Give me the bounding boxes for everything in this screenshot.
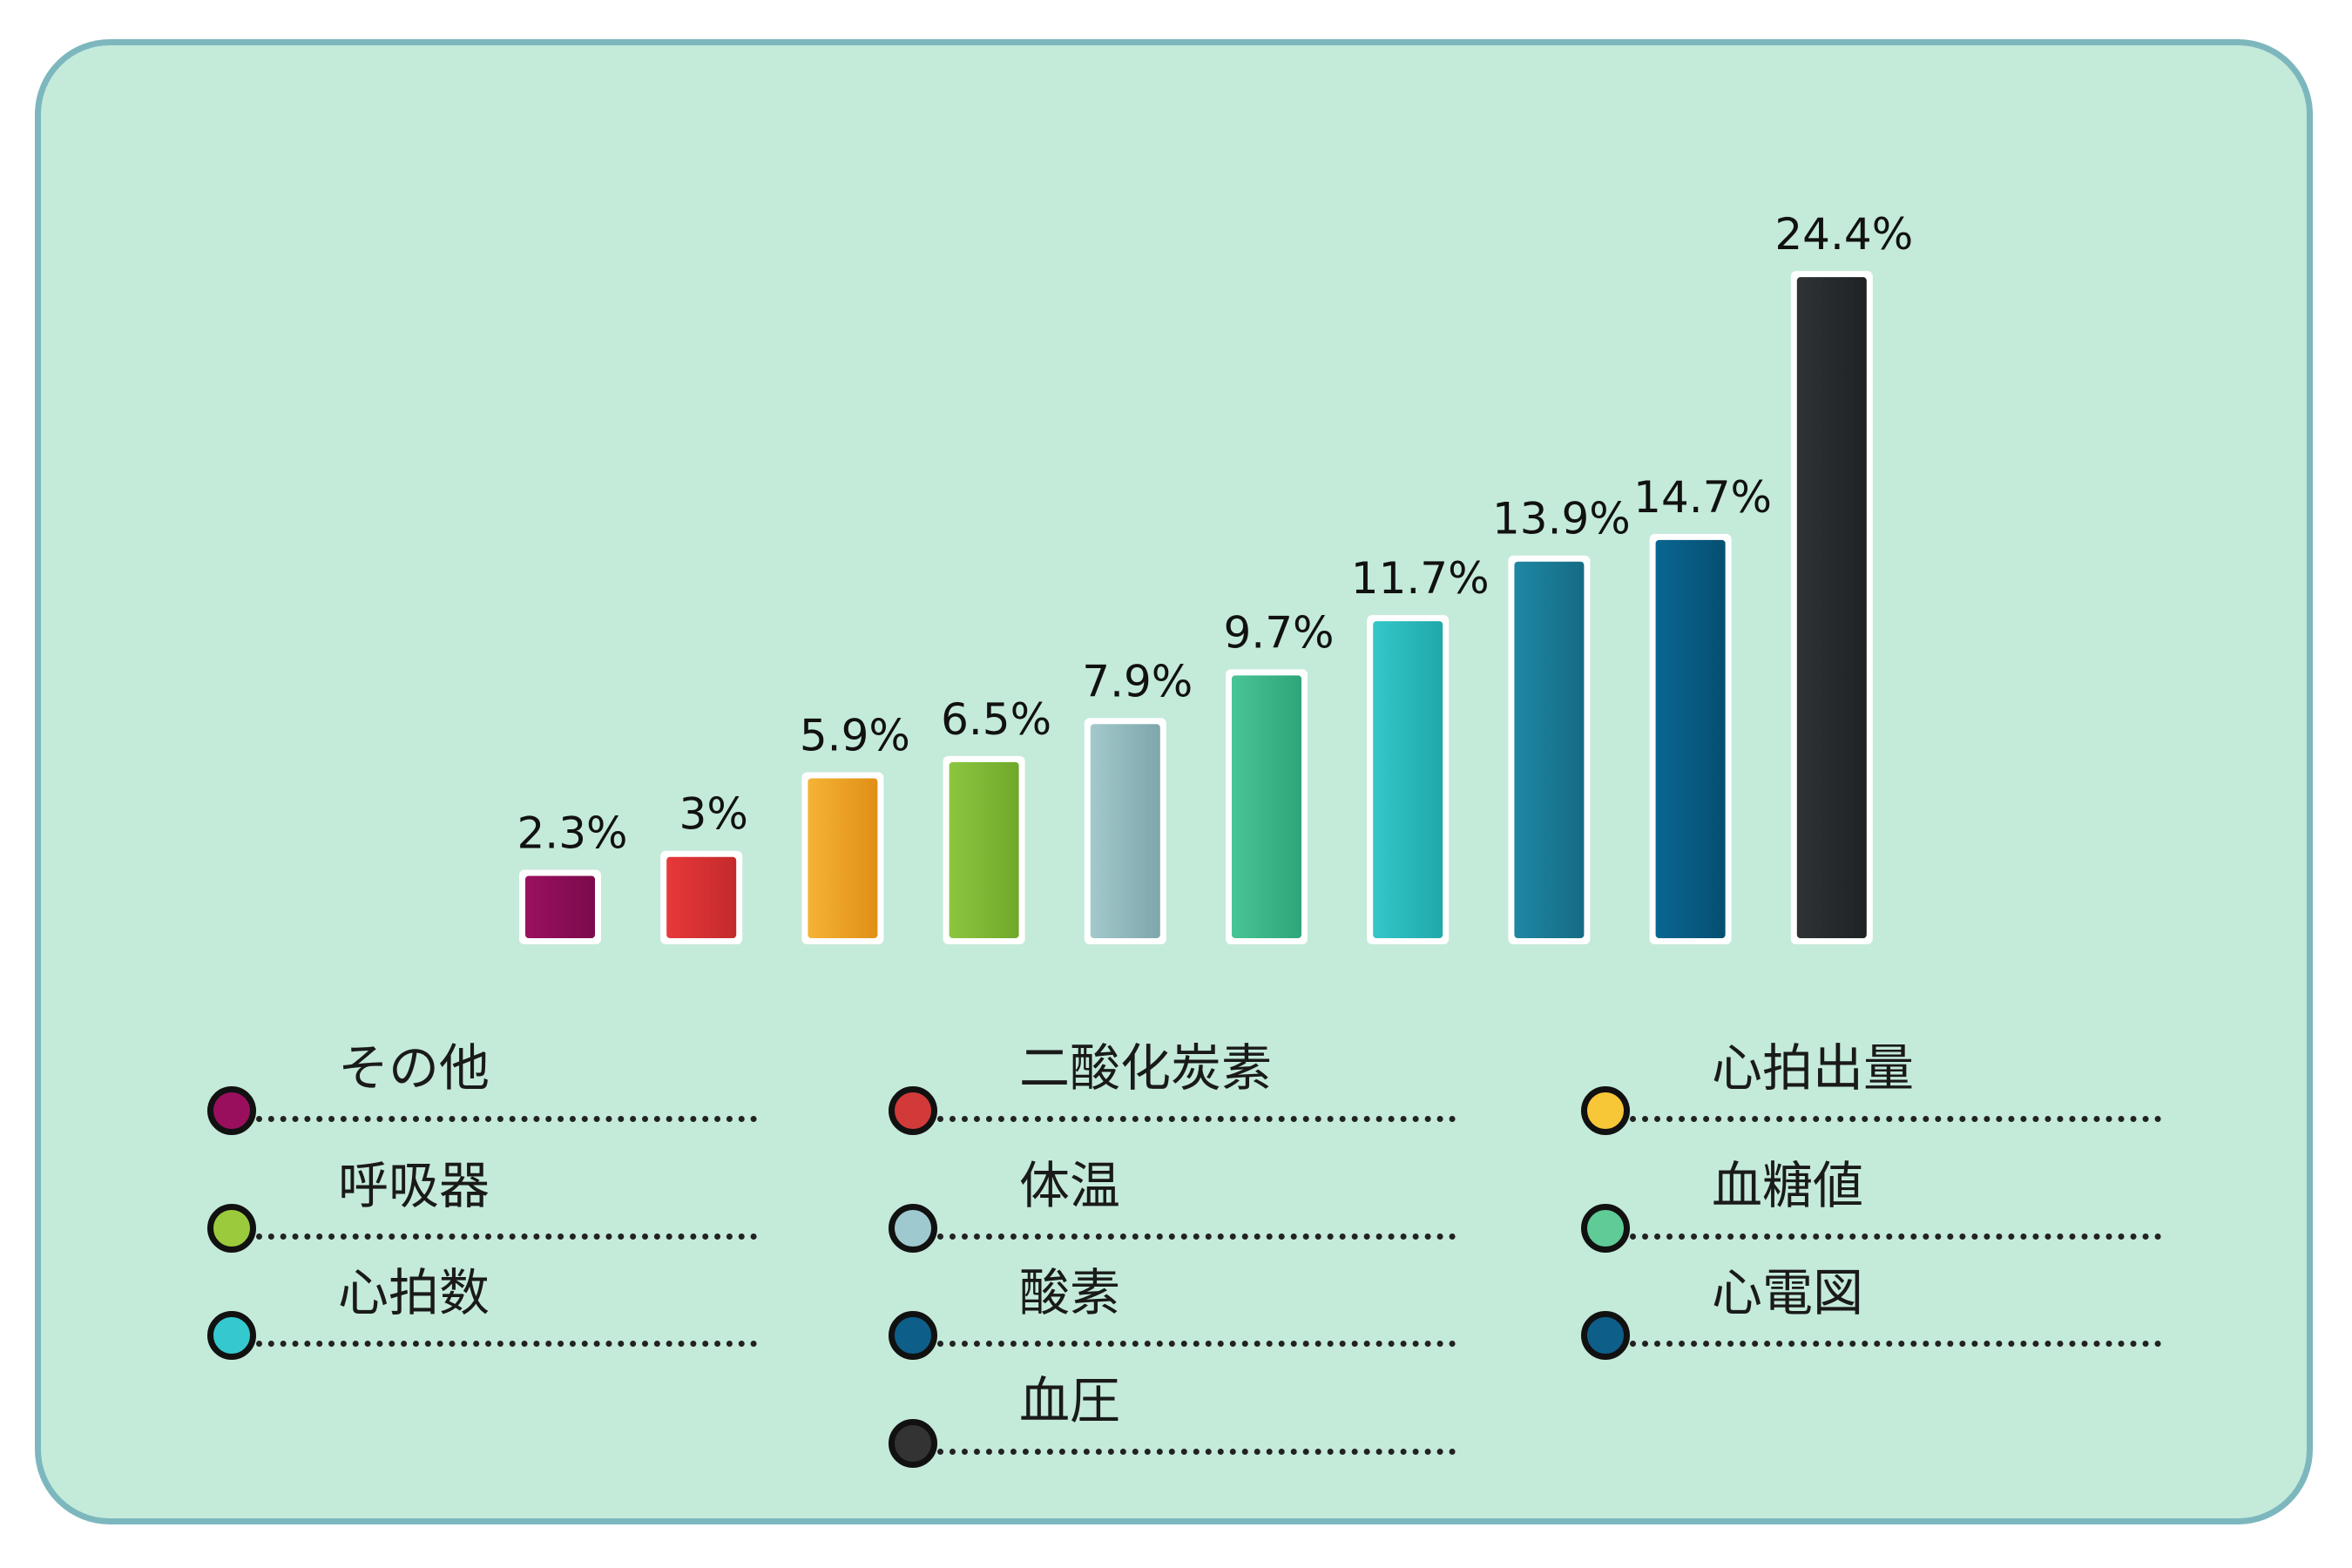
legend-leader-line-8 [937, 1341, 1456, 1347]
legend-label-9: 心電図 [1712, 1263, 1864, 1322]
chart-panel [35, 39, 2313, 1524]
legend-label-4: 呼吸器 [338, 1156, 490, 1215]
bar-value-label-1: 2.3% [517, 808, 627, 858]
bar-6 [1232, 675, 1301, 938]
bar-value-label-10: 24.4% [1774, 209, 1913, 260]
legend-swatch-8 [889, 1311, 937, 1360]
bar-value-label-9: 14.7% [1633, 472, 1772, 523]
legend-swatch-1 [207, 1086, 256, 1135]
legend-swatch-3 [1581, 1086, 1630, 1135]
legend-label-6: 血糖値 [1712, 1156, 1864, 1215]
bar-10 [1796, 277, 1867, 938]
legend-leader-line-5 [937, 1233, 1456, 1240]
legend-label-1: その他 [338, 1038, 490, 1098]
bar-value-label-2: 3% [679, 789, 748, 840]
legend-label-10: 血圧 [1019, 1371, 1121, 1430]
bar-value-label-8: 13.9% [1492, 494, 1631, 544]
legend-swatch-4 [207, 1204, 256, 1253]
legend-leader-line-6 [1630, 1233, 2161, 1240]
legend-label-7: 心拍数 [338, 1263, 490, 1322]
bar-8 [1514, 561, 1585, 938]
bar-value-label-6: 9.7% [1223, 607, 1334, 658]
bar-3 [808, 778, 878, 938]
bar-1 [525, 875, 595, 938]
legend-swatch-7 [207, 1311, 256, 1360]
legend-swatch-5 [889, 1204, 937, 1253]
legend-swatch-2 [889, 1086, 937, 1135]
legend-label-2: 二酸化炭素 [1019, 1038, 1273, 1098]
legend-leader-line-9 [1630, 1341, 2161, 1347]
bar-value-label-7: 11.7% [1351, 553, 1490, 604]
legend-swatch-10 [889, 1419, 937, 1468]
legend-leader-line-1 [256, 1116, 757, 1122]
legend-label-3: 心拍出量 [1712, 1038, 1915, 1098]
bar-value-label-3: 5.9% [800, 711, 910, 761]
legend-label-8: 酸素 [1019, 1263, 1121, 1322]
legend-label-5: 体温 [1019, 1156, 1121, 1215]
bar-value-label-5: 7.9% [1082, 656, 1193, 706]
bar-2 [666, 856, 737, 938]
legend-leader-line-2 [937, 1116, 1456, 1122]
bar-5 [1090, 724, 1160, 938]
legend-swatch-9 [1581, 1311, 1630, 1360]
bar-9 [1655, 539, 1726, 938]
legend-leader-line-10 [937, 1449, 1456, 1455]
bar-7 [1373, 621, 1443, 938]
bar-4 [949, 761, 1019, 938]
legend-swatch-6 [1581, 1204, 1630, 1253]
bar-value-label-4: 6.5% [941, 694, 1051, 745]
legend-leader-line-7 [256, 1341, 757, 1347]
legend-leader-line-3 [1630, 1116, 2161, 1122]
legend-leader-line-4 [256, 1233, 757, 1240]
